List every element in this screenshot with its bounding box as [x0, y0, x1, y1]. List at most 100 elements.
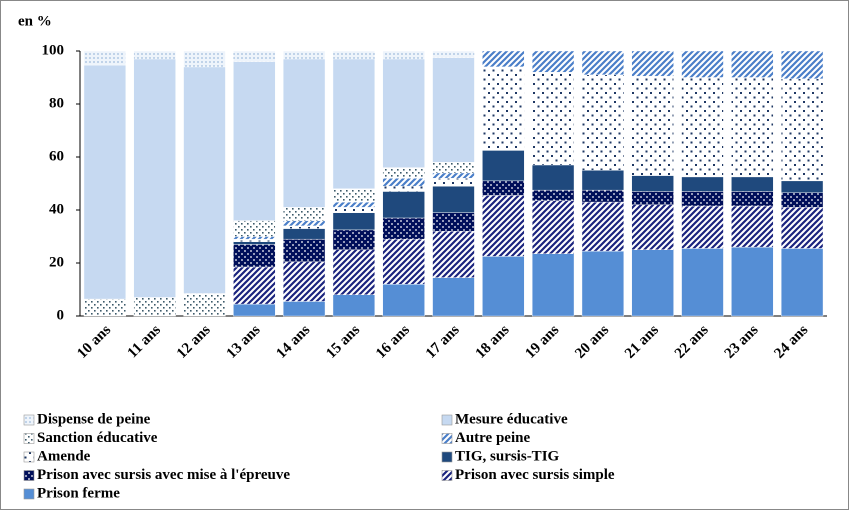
bar-segment — [432, 172, 475, 179]
legend-label: Prison ferme — [37, 485, 120, 501]
bar-segment — [183, 293, 226, 317]
bar-segment — [382, 191, 425, 219]
legend-swatch — [23, 470, 35, 481]
bar-segment — [482, 256, 525, 317]
bar-segment — [631, 191, 674, 205]
bar-segment — [382, 217, 425, 240]
legend-label: Mesure éducative — [455, 411, 568, 427]
x-tick-label: 12 ans — [174, 322, 214, 362]
bar-segment — [233, 238, 276, 242]
bar-segment — [83, 298, 127, 317]
x-tick-label: 21 ans — [622, 322, 662, 362]
bar-segment — [780, 50, 824, 80]
legend-swatch — [23, 433, 35, 444]
legend-swatch — [441, 433, 453, 444]
bar-segment — [133, 50, 176, 60]
legend-label: Autre peine — [455, 430, 530, 446]
x-tick-label: 19 ans — [522, 322, 562, 362]
bar-segment — [681, 191, 724, 207]
bar-segment — [382, 177, 425, 187]
bar-segment — [233, 220, 276, 237]
bar-segment — [631, 50, 674, 77]
legend-label: Amende — [37, 448, 91, 464]
bar-segment — [382, 50, 425, 60]
legend-swatch — [441, 414, 453, 426]
bar-segment — [531, 164, 575, 191]
bar-segment — [731, 77, 774, 178]
legend-label: Prison avec sursis avec mise à l'épreuve — [37, 467, 290, 483]
legend-label: Prison avec sursis simple — [455, 467, 615, 483]
x-tick-label: 18 ans — [473, 322, 513, 362]
bar-segment — [282, 301, 326, 317]
bar-segment — [183, 50, 226, 68]
legend-label: Sanction éducative — [37, 430, 158, 446]
legend-swatch — [23, 488, 35, 500]
bar-segment — [780, 207, 824, 249]
x-tick-label: 20 ans — [572, 322, 612, 362]
x-tick-label: 16 ans — [373, 322, 413, 362]
bar-segment — [432, 57, 475, 163]
bar-segment — [332, 50, 376, 60]
bar-segment — [780, 248, 824, 317]
bar-segment — [83, 50, 127, 66]
legend-label: TIG, sursis-TIG — [455, 448, 560, 464]
bar-segment — [233, 266, 276, 305]
y-tick-label: 20 — [49, 254, 64, 270]
bar-segment — [780, 192, 824, 208]
y-tick-label: 100 — [42, 42, 65, 58]
bar-segment — [382, 284, 425, 317]
bar-segment — [631, 249, 674, 317]
bar-segment — [233, 241, 276, 245]
bar-segment — [332, 294, 376, 317]
legend-swatch — [441, 470, 453, 481]
bar-segment — [133, 297, 176, 317]
bar-segment — [133, 58, 176, 298]
bar-segment — [731, 246, 774, 317]
bar-segment — [681, 205, 724, 249]
bar-segment — [631, 75, 674, 176]
bar-segment — [631, 175, 674, 192]
x-tick-label: 11 ans — [125, 322, 164, 361]
bar-segment — [731, 50, 774, 78]
legend-swatch — [23, 451, 35, 463]
bar-segment — [482, 195, 525, 257]
bar-segment — [332, 58, 376, 190]
bar-segment — [233, 61, 276, 221]
bar-segment — [482, 180, 525, 196]
bar-segment — [332, 249, 376, 295]
bar-segment — [183, 66, 226, 294]
x-tick-label: 22 ans — [672, 322, 712, 362]
bar-segment — [282, 238, 326, 262]
bar-segment — [382, 58, 425, 168]
bar-segment — [332, 212, 376, 231]
bar-segment — [581, 189, 625, 203]
bar-segment — [581, 201, 625, 252]
bar-segment — [482, 50, 525, 68]
bar-segment — [432, 230, 475, 278]
bar-segment — [780, 78, 824, 182]
bar-segment — [731, 191, 774, 207]
bar-segment — [332, 207, 376, 213]
bar-segment — [282, 58, 326, 208]
bar-segment — [282, 207, 326, 221]
bar-segment — [681, 50, 724, 78]
bar-segment — [681, 176, 724, 192]
bar-segment — [282, 50, 326, 60]
y-tick-label: 40 — [49, 201, 64, 217]
x-tick-label: 17 ans — [423, 322, 463, 362]
bar-segment — [332, 229, 376, 250]
bar-segment — [731, 205, 774, 248]
bar-segment — [681, 77, 724, 178]
legend-swatch — [441, 451, 453, 463]
bar-segment — [531, 189, 575, 201]
bar-segment — [332, 201, 376, 208]
bar-segment — [531, 50, 575, 73]
bar-segment — [83, 64, 127, 300]
bar-segment — [581, 74, 625, 171]
x-tick-label: 13 ans — [224, 322, 264, 362]
bar-segment — [731, 176, 774, 192]
bar-segment — [432, 162, 475, 174]
bar-segment — [282, 228, 326, 240]
bar-segment — [681, 248, 724, 317]
